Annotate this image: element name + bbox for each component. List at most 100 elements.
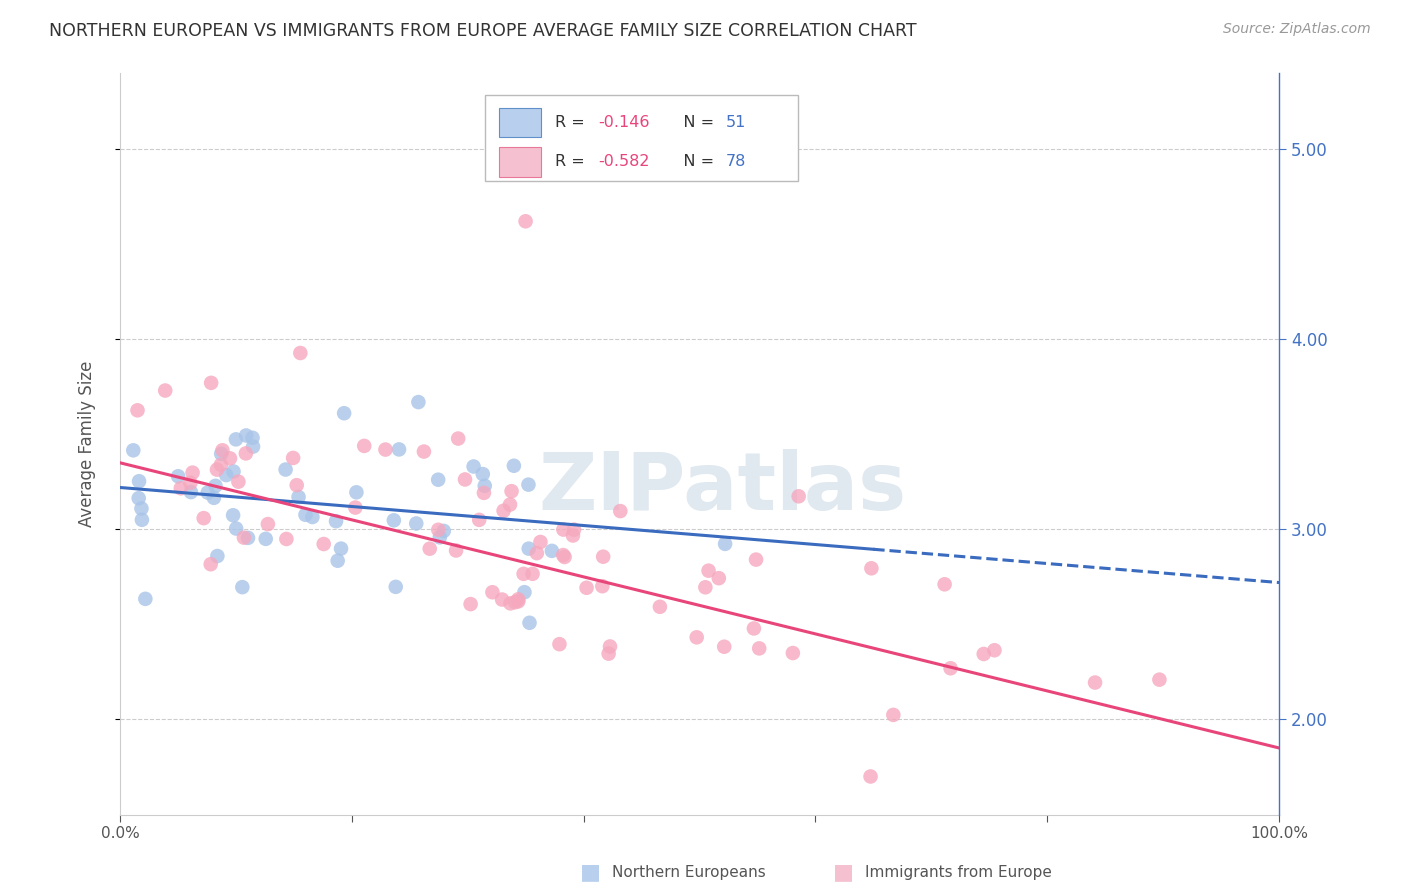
Point [312, 537, 335, 551]
Point [522, 566, 544, 581]
Point [346, 485, 368, 500]
Point [517, 541, 540, 556]
Point [860, 561, 883, 575]
Bar [499, 147, 541, 177]
Point [427, 473, 450, 487]
Text: ■: ■ [581, 863, 600, 882]
Point [205, 462, 228, 476]
Point [529, 535, 551, 549]
Point [170, 481, 193, 495]
Point [231, 580, 253, 594]
Point [222, 508, 245, 523]
Point [695, 580, 717, 594]
Point [413, 444, 436, 458]
Point [697, 564, 720, 578]
Point [333, 406, 356, 420]
Point [128, 491, 150, 506]
Point [499, 498, 522, 512]
Point [225, 522, 247, 536]
Point [1149, 673, 1171, 687]
Point [405, 516, 427, 531]
Point [460, 597, 482, 611]
Text: ZIPatlas: ZIPatlas [538, 450, 907, 527]
Point [326, 554, 349, 568]
Point [179, 475, 201, 490]
Point [429, 530, 451, 544]
Point [513, 585, 536, 599]
Point [553, 523, 575, 537]
Point [782, 646, 804, 660]
Point [447, 432, 470, 446]
Point [242, 431, 264, 445]
Point [131, 513, 153, 527]
Point [197, 485, 219, 500]
Point [499, 596, 522, 610]
Point [471, 467, 494, 481]
Point [211, 443, 233, 458]
Point [707, 571, 730, 585]
Text: R =: R = [554, 115, 589, 130]
Point [433, 524, 456, 538]
Point [787, 489, 810, 503]
Point [131, 501, 153, 516]
Point [155, 384, 177, 398]
Point [219, 451, 242, 466]
Point [134, 591, 156, 606]
Point [599, 640, 621, 654]
Point [204, 479, 226, 493]
Point [562, 528, 585, 542]
Point [384, 580, 406, 594]
Point [330, 541, 353, 556]
Point [472, 486, 495, 500]
Point [508, 594, 530, 608]
Point [344, 500, 367, 515]
Point [207, 549, 229, 563]
Point [222, 465, 245, 479]
Point [374, 442, 396, 457]
Point [526, 546, 548, 560]
Point [127, 403, 149, 417]
Point [745, 552, 768, 566]
Point [276, 532, 298, 546]
Y-axis label: Average Family Size: Average Family Size [79, 360, 96, 527]
Point [492, 504, 515, 518]
Point [353, 439, 375, 453]
Point [548, 637, 571, 651]
Point [281, 450, 304, 465]
Point [181, 466, 204, 480]
Point [254, 532, 277, 546]
Point [748, 641, 770, 656]
Point [491, 592, 513, 607]
Point [553, 548, 575, 562]
Point [200, 376, 222, 390]
Point [294, 508, 316, 522]
Point [419, 541, 441, 556]
Text: ■: ■ [834, 863, 853, 882]
Point [512, 566, 534, 581]
Point [388, 442, 411, 457]
FancyBboxPatch shape [485, 95, 799, 180]
Point [474, 479, 496, 493]
Point [517, 477, 540, 491]
Text: 51: 51 [725, 115, 747, 130]
Point [503, 595, 526, 609]
Point [598, 647, 620, 661]
Text: NORTHERN EUROPEAN VS IMMIGRANTS FROM EUROPE AVERAGE FAMILY SIZE CORRELATION CHAR: NORTHERN EUROPEAN VS IMMIGRANTS FROM EUR… [49, 22, 917, 40]
Point [215, 468, 238, 483]
Point [235, 446, 257, 460]
Point [444, 543, 467, 558]
Point [257, 517, 280, 532]
Point [648, 599, 671, 614]
Text: R =: R = [554, 154, 589, 169]
Point [325, 514, 347, 528]
Point [128, 474, 150, 488]
Point [180, 485, 202, 500]
Point [714, 537, 737, 551]
Point [609, 504, 631, 518]
Point [481, 585, 503, 599]
Text: -0.582: -0.582 [599, 154, 650, 169]
Text: Source: ZipAtlas.com: Source: ZipAtlas.com [1223, 22, 1371, 37]
Point [408, 395, 430, 409]
Point [859, 770, 882, 784]
Point [742, 622, 765, 636]
